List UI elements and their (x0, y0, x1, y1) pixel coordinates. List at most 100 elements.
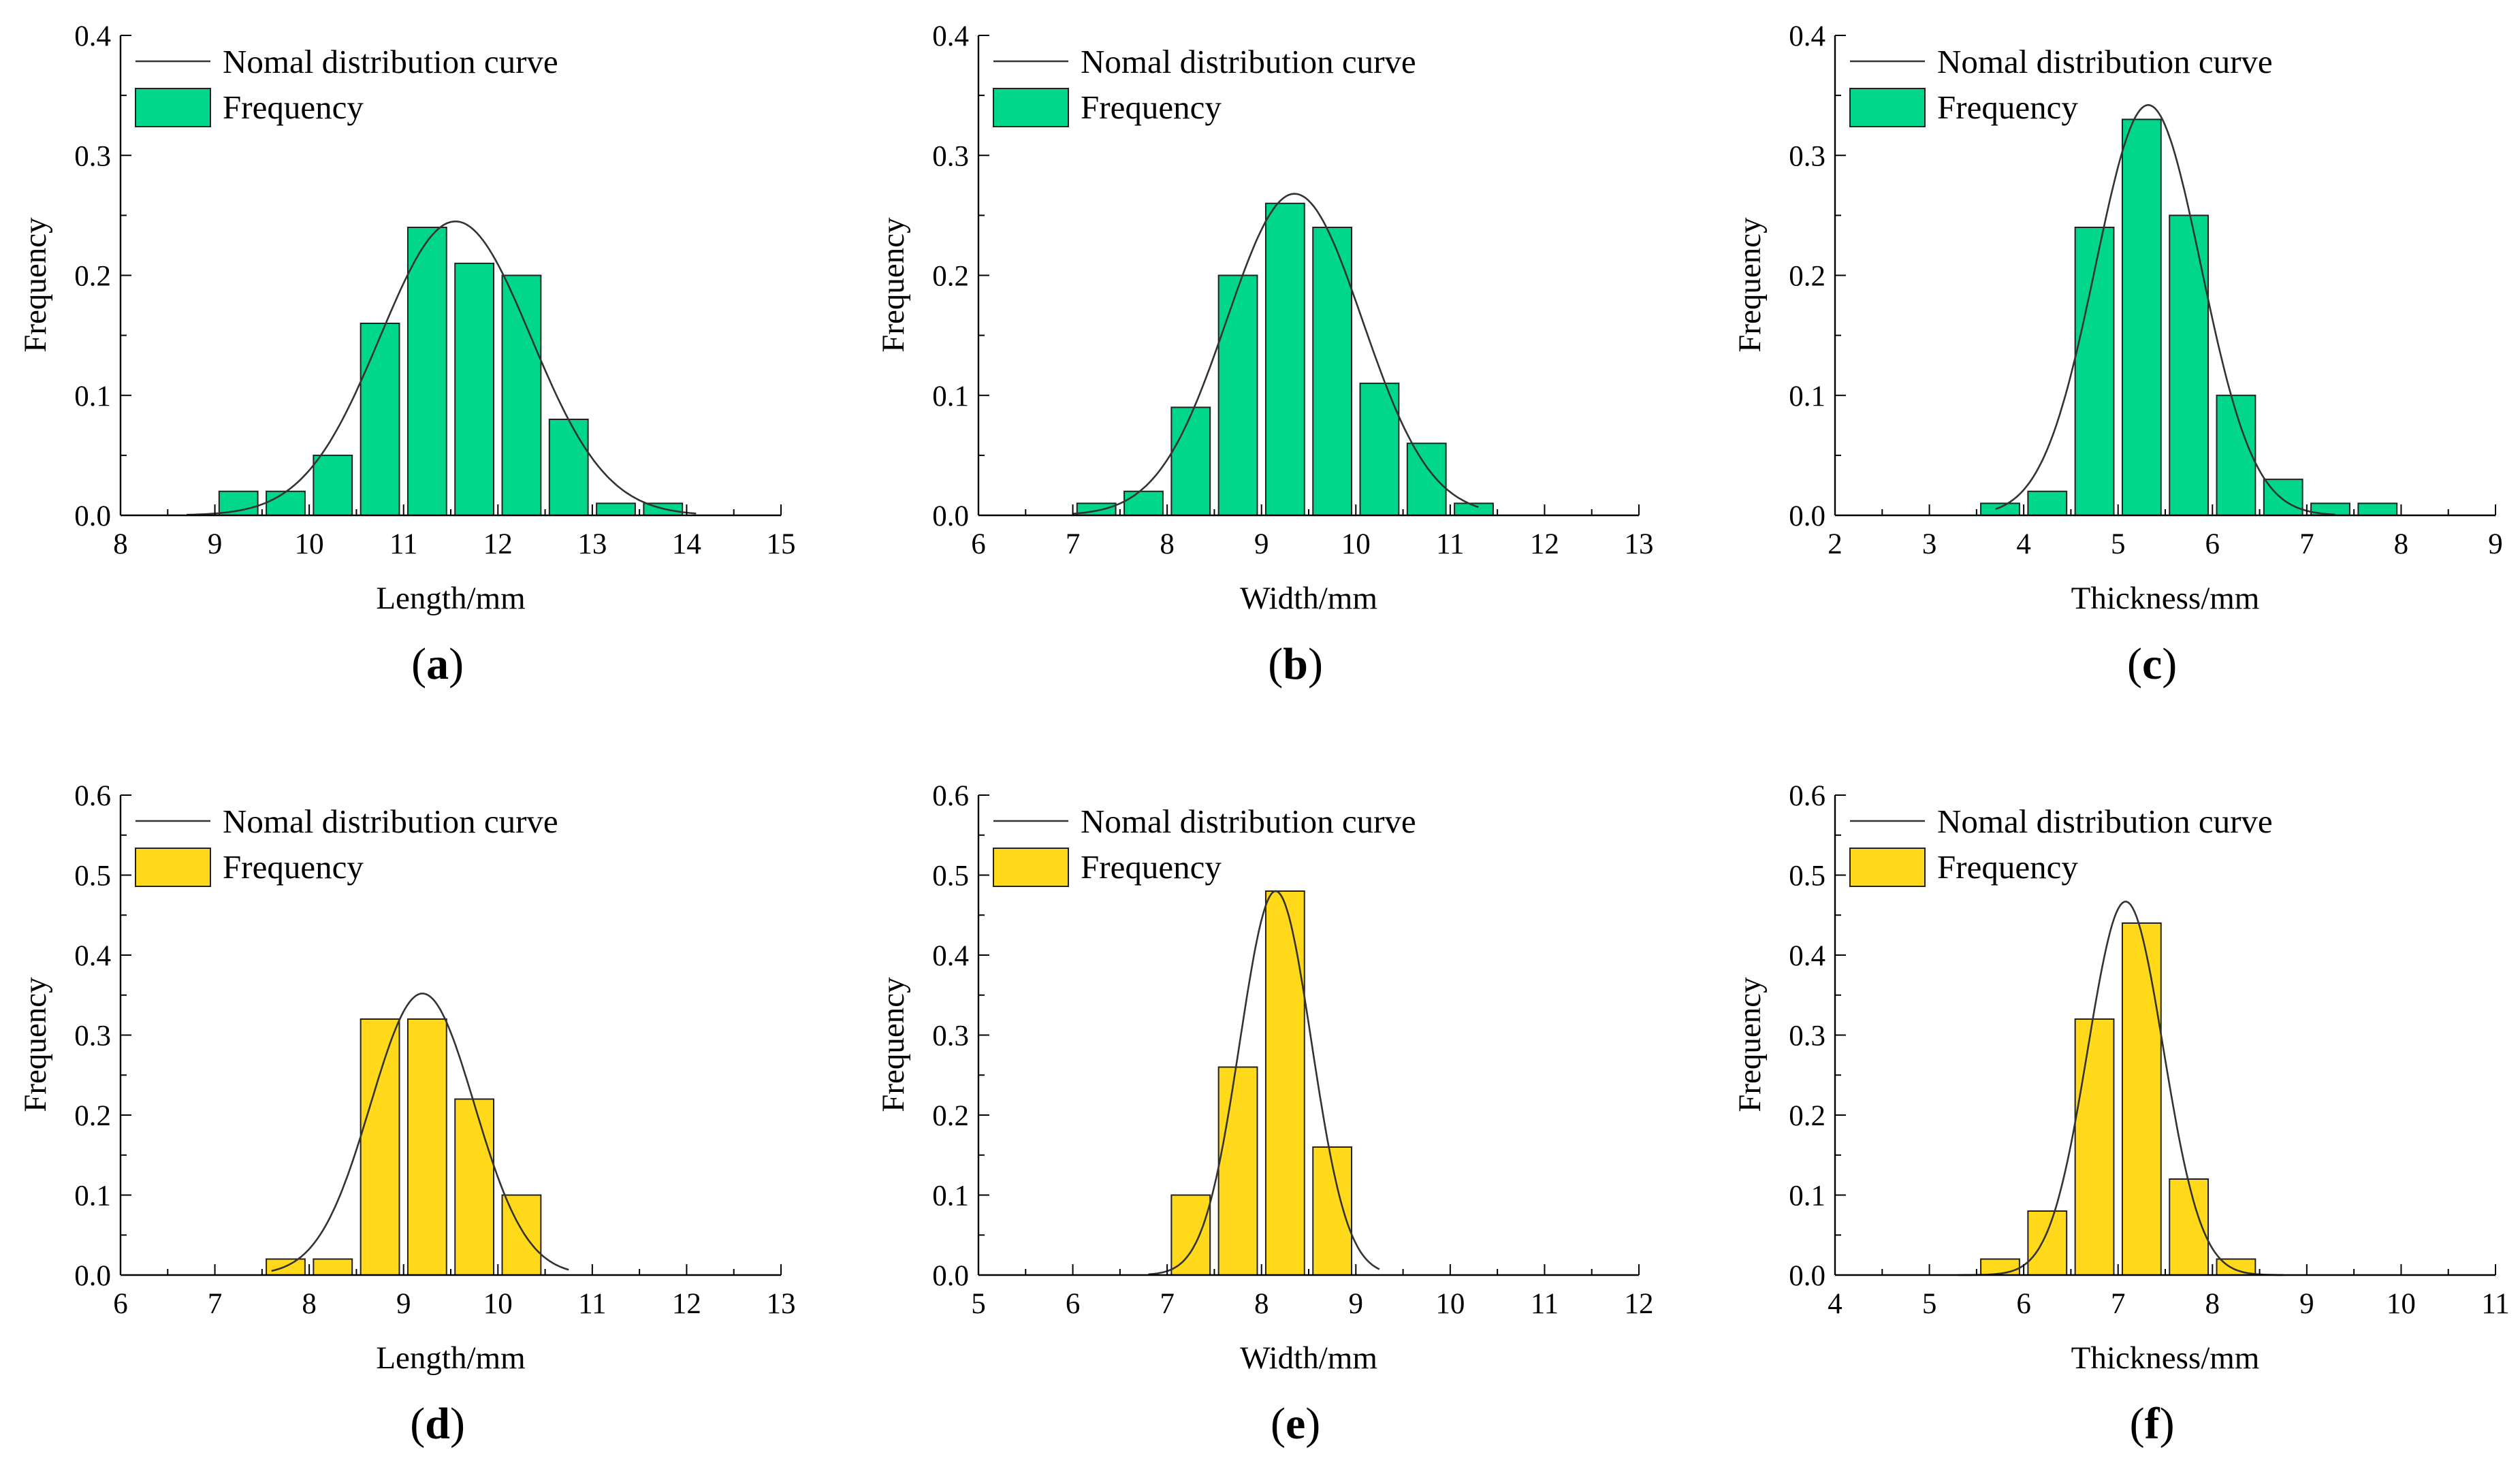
chart-panel-e: 5 6 7 8 9 10 11 12 0.0 0.1 0.2 0.3 0.4 0.5 0.6 Width/mm… (876, 780, 1654, 1449)
y-axis-title: Frequency (1732, 977, 1768, 1112)
y-tick-label: 0.6 (74, 780, 111, 812)
x-tick-label: 8 (113, 528, 128, 560)
histogram-bar (2216, 394, 2256, 516)
x-tick-label: 5 (971, 1288, 986, 1320)
histogram-bar (360, 1018, 400, 1276)
x-tick-label: 8 (2394, 528, 2409, 560)
histogram-bar (548, 419, 589, 516)
y-tick-label: 0.3 (932, 1020, 969, 1052)
y-tick-label: 0.3 (1789, 1020, 1825, 1052)
y-tick-label: 0.4 (932, 20, 969, 52)
x-tick-label: 3 (1922, 528, 1937, 560)
legend-frequency-label: Frequency (1081, 88, 1222, 126)
x-tick-label: 7 (1066, 528, 1081, 560)
x-tick-label: 8 (1254, 1288, 1269, 1320)
x-tick-label: 5 (1922, 1288, 1937, 1320)
panel-label: (d) (410, 1399, 465, 1449)
chart-panel-f: 4 5 6 7 8 9 10 11 0.0 0.1 0.2 0.3 0.4 0.5 0.6 Thickness… (1732, 780, 2510, 1449)
x-tick-label: 5 (2111, 528, 2126, 560)
legend-bar-swatch (993, 88, 1069, 127)
y-tick-label: 0.4 (1789, 940, 1825, 972)
y-axis-title: Frequency (1732, 217, 1768, 353)
y-tick-label: 0.6 (932, 780, 969, 812)
x-tick-label: 13 (1625, 528, 1654, 560)
histogram-bar (596, 502, 636, 516)
x-tick-label: 11 (578, 1288, 606, 1320)
histogram-bar (313, 1258, 353, 1276)
y-axis-title: Frequency (876, 977, 911, 1112)
y-tick-label: 0.5 (74, 860, 111, 892)
x-axis-title: Length/mm (376, 581, 525, 616)
x-tick-label: 12 (672, 1288, 701, 1320)
legend-curve-label: Nomal distribution curve (1081, 803, 1416, 840)
normal-distribution-curve (186, 220, 697, 516)
histogram-bar (501, 274, 542, 516)
legend-curve-label: Nomal distribution curve (1081, 43, 1416, 80)
x-tick-label: 6 (2016, 1288, 2031, 1320)
legend-curve-label: Nomal distribution curve (1937, 43, 2273, 80)
x-tick-label: 6 (971, 528, 986, 560)
y-tick-label: 0.0 (74, 1260, 111, 1292)
legend-frequency-label: Frequency (1081, 848, 1222, 886)
y-tick-label: 0.2 (74, 261, 111, 293)
y-tick-label: 0.2 (932, 261, 969, 293)
y-axis-title: Frequency (18, 977, 53, 1112)
x-tick-label: 15 (767, 528, 796, 560)
legend-bar-swatch (993, 848, 1069, 887)
histogram-bar (1312, 227, 1353, 516)
histogram-bar (2027, 1210, 2068, 1276)
histogram-bar (1264, 202, 1305, 516)
histogram-bar (406, 1018, 447, 1276)
panel-label: (c) (2127, 639, 2177, 689)
x-tick-label: 14 (672, 528, 701, 560)
histogram-bar (454, 1098, 495, 1276)
histogram-bar (406, 227, 447, 516)
histogram-bar (2357, 502, 2398, 516)
y-tick-label: 0.4 (1789, 20, 1825, 52)
y-axis-title: Frequency (876, 217, 911, 353)
panel-label: (e) (1271, 1399, 1320, 1449)
x-tick-label: 10 (2387, 1288, 2416, 1320)
histogram-bar (2074, 227, 2115, 516)
chart-panel-a: 8 9 10 11 12 13 14 15 0.0 0.1 0.2 0.3 0.4 Length/mm Fr… (18, 20, 796, 689)
y-axis-title: Frequency (18, 217, 53, 353)
histogram-bar (1217, 274, 1258, 516)
x-tick-label: 9 (2299, 1288, 2314, 1320)
histogram-bar (1123, 490, 1164, 516)
y-tick-label: 0.3 (932, 140, 969, 172)
normal-distribution-curve (1148, 890, 1380, 1276)
x-tick-label: 7 (2111, 1288, 2126, 1320)
x-tick-label: 9 (1254, 528, 1269, 560)
y-tick-label: 0.0 (1789, 1260, 1825, 1292)
legend-frequency-label: Frequency (1937, 848, 2078, 886)
x-tick-label: 9 (208, 528, 223, 560)
y-tick-label: 0.2 (1789, 261, 1825, 293)
panel-label: (f) (2130, 1399, 2175, 1449)
y-tick-label: 0.2 (74, 1100, 111, 1132)
histogram-bar (1170, 406, 1211, 516)
x-tick-label: 13 (577, 528, 607, 560)
histogram-bar (2263, 479, 2303, 516)
y-tick-label: 0.3 (74, 1020, 111, 1052)
x-tick-label: 4 (2016, 528, 2031, 560)
histogram-bar (1359, 383, 1400, 516)
chart-panel-d: 6 7 8 9 10 11 12 13 0.0 0.1 0.2 0.3 0.4 0.5 0.6 Length/… (18, 780, 796, 1449)
panel-label: (b) (1268, 639, 1323, 689)
x-tick-label: 8 (302, 1288, 317, 1320)
histogram-bar (2169, 214, 2210, 516)
x-tick-label: 2 (1828, 528, 1843, 560)
histogram-bar (2074, 1018, 2115, 1276)
y-tick-label: 0.1 (1789, 1180, 1825, 1212)
x-tick-label: 12 (1530, 528, 1559, 560)
legend-bar-swatch (1849, 88, 1926, 127)
x-tick-label: 7 (2299, 528, 2314, 560)
y-tick-label: 0.0 (1789, 500, 1825, 532)
y-tick-label: 0.2 (1789, 1100, 1825, 1132)
x-tick-label: 9 (396, 1288, 411, 1320)
histogram-bar (501, 1194, 542, 1276)
x-tick-label: 8 (2205, 1288, 2220, 1320)
x-tick-label: 9 (1349, 1288, 1364, 1320)
y-tick-label: 0.2 (932, 1100, 969, 1132)
histogram-bar (360, 323, 400, 516)
legend-frequency-label: Frequency (1937, 88, 2078, 126)
